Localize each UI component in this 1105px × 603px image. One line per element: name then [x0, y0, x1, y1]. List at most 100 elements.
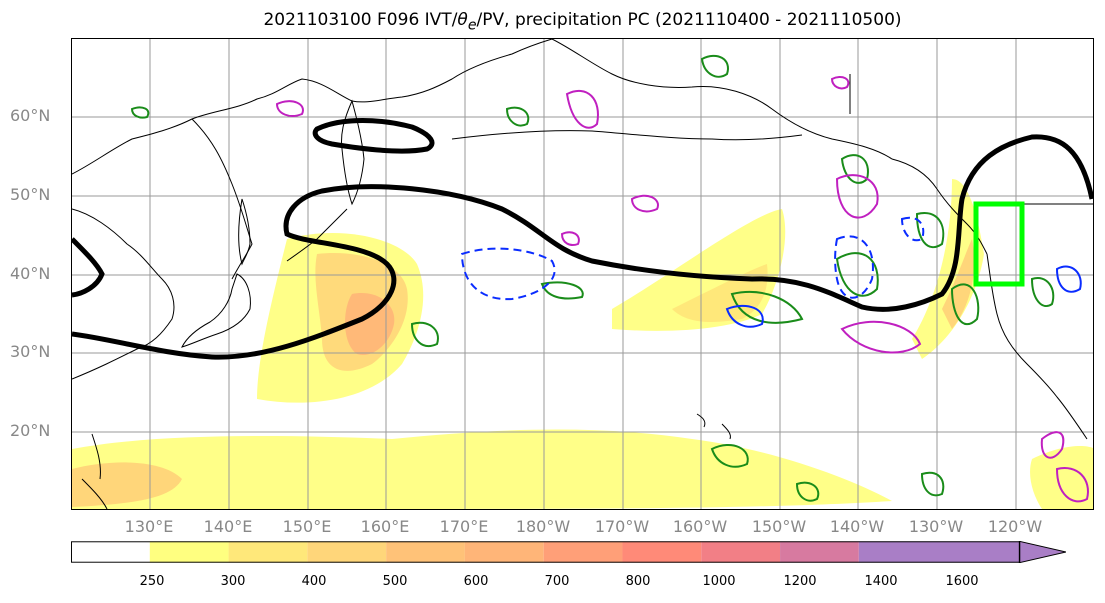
colorbar-tick-1600: 1600	[945, 574, 979, 589]
colorbar-cell	[307, 541, 387, 563]
lon-label-170w: 170°W	[594, 517, 650, 536]
lat-label-40n: 40°N	[10, 264, 51, 283]
coast-alaska	[551, 39, 938, 190]
coast-korea-china	[72, 208, 175, 380]
lon-label-150e: 150°E	[282, 517, 332, 536]
blue-dashed-contour-3	[900, 216, 925, 242]
coast-okhotsk	[191, 118, 253, 280]
title-theta: θ	[457, 10, 468, 30]
colorbar-cell	[149, 541, 229, 563]
pv-contours	[275, 76, 1089, 503]
target-region-box	[973, 201, 1025, 287]
coast-kamchatka	[341, 99, 365, 206]
green-contour-8	[540, 281, 584, 300]
green-contour-11	[130, 106, 150, 119]
colorbar-tick-1000: 1000	[702, 574, 736, 589]
jet-north-loop	[312, 118, 435, 154]
coast-japan	[181, 273, 251, 348]
coast-siberia	[72, 39, 553, 175]
magenta-contour-2	[275, 100, 304, 117]
green-contour-14	[505, 106, 530, 127]
lon-label-180w: 180°W	[515, 517, 571, 536]
colorbar-extend-arrow	[1018, 541, 1066, 563]
coast-sakhalin	[238, 198, 251, 266]
colorbar-tick-1200: 1200	[783, 574, 817, 589]
magenta-contour-9	[1055, 467, 1089, 503]
green-contour-4	[915, 212, 945, 249]
colorbar-tick-800: 800	[625, 574, 651, 589]
jet-contours	[72, 118, 1093, 360]
blue-contour-4	[725, 304, 764, 328]
coast-aleutians	[451, 130, 803, 141]
ivt-shade-south	[72, 429, 892, 509]
lat-label-50n: 50°N	[10, 185, 51, 204]
colorbar-cells	[71, 541, 1020, 563]
blue-dashed-contour-1	[460, 247, 556, 301]
colorbar-cell	[622, 541, 702, 563]
green-contour-2	[840, 154, 869, 184]
title-prefix: 2021103100 F096 IVT/	[263, 10, 458, 30]
magenta-contour-8	[1040, 431, 1065, 459]
colorbar-cell	[780, 541, 859, 563]
ivt-shade-east	[912, 179, 984, 359]
map-canvas	[72, 39, 1093, 509]
colorbar-tick-250: 250	[139, 574, 165, 589]
green-contour-12	[920, 471, 945, 497]
colorbar-tick-500: 500	[382, 574, 408, 589]
graticule	[72, 39, 1093, 509]
title-suffix: /PV, precipitation PC (2021110400 - 2021…	[476, 10, 902, 30]
blue-contours	[460, 216, 1082, 328]
ivt-shade-southeast	[1030, 446, 1093, 509]
ivt-colorbar	[71, 541, 1066, 563]
colorbar-tick-300: 300	[220, 574, 246, 589]
lon-label-140w: 140°W	[829, 517, 885, 536]
green-contour-1	[700, 54, 729, 78]
lon-label-130e: 130°E	[124, 517, 174, 536]
lat-label-20n: 20°N	[10, 421, 51, 440]
ivt-shade-east-inner	[942, 239, 975, 329]
colorbar-cell	[701, 541, 781, 563]
lon-label-130w: 130°W	[908, 517, 964, 536]
magenta-contour-4	[630, 194, 659, 213]
jet-main	[72, 134, 1093, 360]
coast-us-west	[986, 253, 1088, 440]
border-canada-us	[849, 74, 1093, 205]
ivt-shade-south-inner	[72, 462, 182, 507]
green-contour-10	[1030, 277, 1055, 307]
colorbar-tick-1400: 1400	[864, 574, 898, 589]
colorbar-cell	[71, 541, 150, 563]
lat-label-60n: 60°N	[10, 106, 51, 125]
blue-dashed-contour-2	[834, 235, 874, 299]
colorbar-outline	[71, 541, 1021, 563]
coast-taiwan-philippines	[81, 433, 108, 509]
lon-label-170e: 170°E	[439, 517, 489, 536]
magenta-contour-3	[835, 174, 879, 219]
map-panel	[71, 38, 1094, 510]
lon-label-150w: 150°W	[751, 517, 807, 536]
jet-west-loop	[72, 237, 105, 298]
theta-e-contours	[130, 54, 1055, 502]
green-contour-5	[950, 283, 980, 326]
magenta-contour-6	[840, 320, 922, 354]
green-contour-3	[835, 252, 879, 297]
colorbar-tick-400: 400	[301, 574, 327, 589]
lon-label-120w: 120°W	[987, 517, 1043, 536]
colorbar-cell	[858, 541, 1020, 563]
colorbar-tick-600: 600	[463, 574, 489, 589]
coast-hawaii	[696, 413, 731, 440]
colorbar-tick-700: 700	[544, 574, 570, 589]
lat-label-30n: 30°N	[10, 342, 51, 361]
green-contour-13	[795, 481, 820, 502]
coast-british-columbia	[936, 188, 988, 255]
blue-contour-5	[1055, 265, 1082, 293]
coast-kuril-islands	[286, 208, 348, 262]
lon-label-140e: 140°E	[203, 517, 253, 536]
green-contour-6	[730, 290, 804, 324]
coastlines	[72, 39, 1093, 509]
lon-label-160e: 160°E	[360, 517, 410, 536]
map-title: 2021103100 F096 IVT/θe/PV, precipitation…	[0, 10, 1105, 33]
colorbar-cell	[464, 541, 544, 563]
ivt-shading	[72, 179, 1093, 509]
magenta-contour-5	[560, 231, 580, 246]
green-contour-9	[710, 444, 749, 468]
